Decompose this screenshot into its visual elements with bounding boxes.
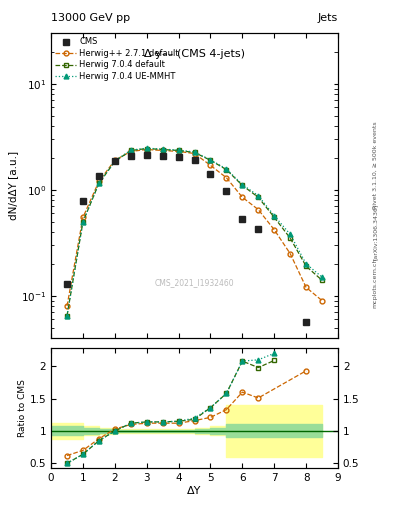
Text: mcplots.cern.ch: mcplots.cern.ch — [373, 258, 378, 308]
Text: Rivet 3.1.10, ≥ 500k events: Rivet 3.1.10, ≥ 500k events — [373, 121, 378, 209]
Text: 13000 GeV pp: 13000 GeV pp — [51, 13, 130, 23]
Legend: CMS, Herwig++ 2.7.1 default, Herwig 7.0.4 default, Herwig 7.0.4 UE-MMHT: CMS, Herwig++ 2.7.1 default, Herwig 7.0.… — [55, 37, 179, 81]
Text: Δ y₋₋ (CMS 4-jets): Δ y₋₋ (CMS 4-jets) — [144, 49, 245, 58]
Y-axis label: dN/dΔY [a.u.]: dN/dΔY [a.u.] — [8, 151, 18, 220]
Text: [arXiv:1306.3436]: [arXiv:1306.3436] — [373, 203, 378, 260]
X-axis label: ΔY: ΔY — [187, 486, 202, 496]
Text: Jets: Jets — [318, 13, 338, 23]
Y-axis label: Ratio to CMS: Ratio to CMS — [18, 379, 27, 437]
Text: CMS_2021_I1932460: CMS_2021_I1932460 — [155, 279, 234, 288]
